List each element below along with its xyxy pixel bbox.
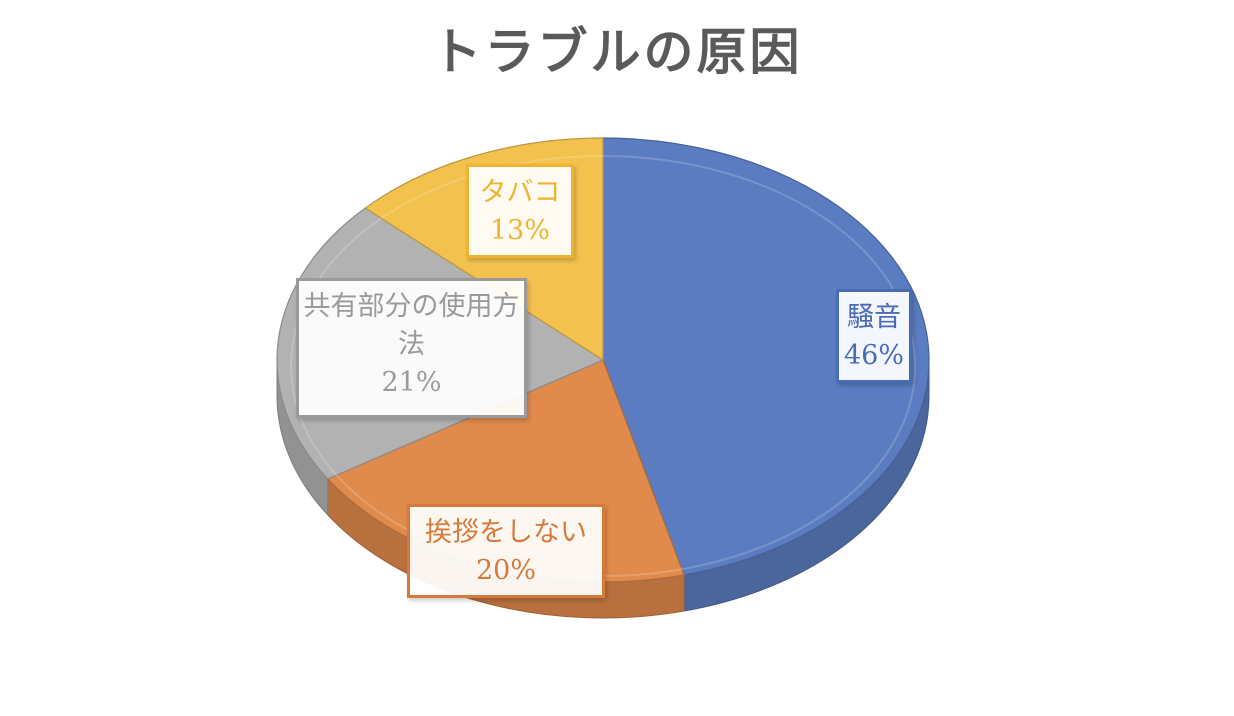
- data-label-noise: 騒音 46%: [836, 289, 912, 383]
- data-label-common-area-usage-value: 21%: [381, 367, 442, 398]
- data-label-no-greeting-name: 挨拶をしない: [425, 517, 587, 548]
- data-label-common-area-usage: 共有部分の使用方法 21%: [296, 278, 527, 418]
- data-label-common-area-usage-name: 共有部分の使用方法: [303, 291, 520, 360]
- data-label-no-greeting-value: 20%: [475, 555, 536, 586]
- pie-slice-noise: [602, 137, 930, 576]
- chart-title: トラブルの原因: [431, 22, 803, 81]
- data-label-no-greeting: 挨拶をしない 20%: [407, 504, 605, 598]
- data-label-tobacco: タバコ 13%: [466, 164, 574, 258]
- data-label-noise-value: 46%: [843, 340, 904, 371]
- data-label-tobacco-name: タバコ: [479, 177, 561, 208]
- data-label-tobacco-value: 13%: [489, 215, 550, 246]
- data-label-noise-name: 騒音: [847, 302, 901, 333]
